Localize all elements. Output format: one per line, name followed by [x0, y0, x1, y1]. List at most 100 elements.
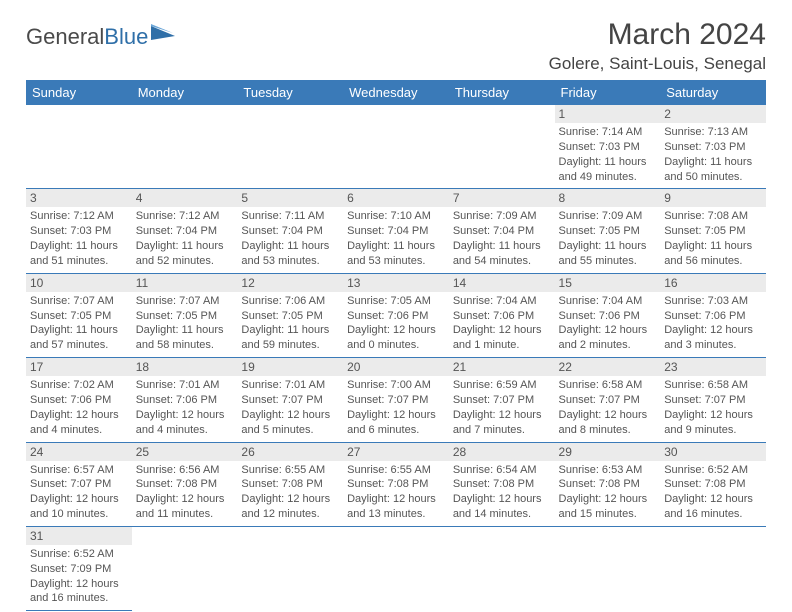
calendar-day-cell: 14 Sunrise: 7:04 AMSunset: 7:06 PMDayligh…: [449, 273, 555, 357]
dayname-row: Sunday Monday Tuesday Wednesday Thursday…: [26, 80, 766, 105]
logo-text-part1: General: [26, 24, 104, 50]
calendar-day-cell: 12 Sunrise: 7:06 AMSunset: 7:05 PMDayligh…: [237, 273, 343, 357]
calendar-day-cell: 2 Sunrise: 7:13 AMSunset: 7:03 PMDaylight…: [660, 105, 766, 189]
title-block: March 2024 Golere, Saint-Louis, Senegal: [549, 18, 766, 74]
day-number: 29: [555, 443, 661, 461]
day-info: Sunrise: 7:01 AMSunset: 7:07 PMDaylight:…: [241, 378, 339, 437]
day-info: Sunrise: 7:06 AMSunset: 7:05 PMDaylight:…: [241, 294, 339, 353]
day-info: Sunrise: 7:11 AMSunset: 7:04 PMDaylight:…: [241, 209, 339, 268]
day-info: Sunrise: 6:56 AMSunset: 7:08 PMDaylight:…: [136, 463, 234, 522]
day-number: 19: [237, 358, 343, 376]
calendar-day-cell: 31Sunrise: 6:52 AMSunset: 7:09 PMDayligh…: [26, 526, 132, 610]
calendar-day-cell: 29 Sunrise: 6:53 AMSunset: 7:08 PMDayligh…: [555, 442, 661, 526]
day-info: Sunrise: 6:52 AMSunset: 7:09 PMDaylight:…: [30, 547, 128, 606]
calendar-day-cell: 16 Sunrise: 7:03 AMSunset: 7:06 PMDayligh…: [660, 273, 766, 357]
calendar-day-cell: [237, 526, 343, 610]
dayname: Wednesday: [343, 80, 449, 105]
dayname: Saturday: [660, 80, 766, 105]
calendar-day-cell: 17 Sunrise: 7:02 AMSunset: 7:06 PMDayligh…: [26, 358, 132, 442]
day-info: Sunrise: 6:54 AMSunset: 7:08 PMDaylight:…: [453, 463, 551, 522]
calendar-day-cell: 18 Sunrise: 7:01 AMSunset: 7:06 PMDayligh…: [132, 358, 238, 442]
day-number: 12: [237, 274, 343, 292]
dayname: Monday: [132, 80, 238, 105]
day-info: Sunrise: 6:57 AMSunset: 7:07 PMDaylight:…: [30, 463, 128, 522]
calendar-day-cell: [343, 526, 449, 610]
dayname: Thursday: [449, 80, 555, 105]
calendar-day-cell: 23Sunrise: 6:58 AMSunset: 7:07 PMDayligh…: [660, 358, 766, 442]
day-number: 5: [237, 189, 343, 207]
calendar-day-cell: 6Sunrise: 7:10 AMSunset: 7:04 PMDaylight…: [343, 189, 449, 273]
calendar-day-cell: [555, 526, 661, 610]
day-number: 2: [660, 105, 766, 123]
day-number: 18: [132, 358, 238, 376]
calendar-day-cell: 26Sunrise: 6:55 AMSunset: 7:08 PMDayligh…: [237, 442, 343, 526]
calendar-day-cell: [660, 526, 766, 610]
day-number: 20: [343, 358, 449, 376]
day-number: 21: [449, 358, 555, 376]
day-number: 8: [555, 189, 661, 207]
day-number: 27: [343, 443, 449, 461]
day-info: Sunrise: 7:03 AMSunset: 7:06 PMDaylight:…: [664, 294, 762, 353]
month-title: March 2024: [549, 18, 766, 52]
day-info: Sunrise: 7:13 AMSunset: 7:03 PMDaylight:…: [664, 125, 762, 184]
day-info: Sunrise: 6:59 AMSunset: 7:07 PMDaylight:…: [453, 378, 551, 437]
flag-icon: [151, 22, 177, 48]
calendar-day-cell: 8 Sunrise: 7:09 AMSunset: 7:05 PMDaylight…: [555, 189, 661, 273]
day-info: Sunrise: 6:55 AMSunset: 7:08 PMDaylight:…: [347, 463, 445, 522]
day-info: Sunrise: 7:01 AMSunset: 7:06 PMDaylight:…: [136, 378, 234, 437]
day-number: 9: [660, 189, 766, 207]
calendar-day-cell: 11 Sunrise: 7:07 AMSunset: 7:05 PMDayligh…: [132, 273, 238, 357]
logo-text-part2: Blue: [104, 24, 148, 50]
calendar-week-row: 10Sunrise: 7:07 AMSunset: 7:05 PMDayligh…: [26, 273, 766, 357]
calendar-day-cell: 4Sunrise: 7:12 AMSunset: 7:04 PMDaylight…: [132, 189, 238, 273]
day-info: Sunrise: 7:08 AMSunset: 7:05 PMDaylight:…: [664, 209, 762, 268]
day-number: 1: [555, 105, 661, 123]
day-number: 14: [449, 274, 555, 292]
calendar-day-cell: 30 Sunrise: 6:52 AMSunset: 7:08 PMDayligh…: [660, 442, 766, 526]
calendar-day-cell: 13Sunrise: 7:05 AMSunset: 7:06 PMDayligh…: [343, 273, 449, 357]
day-info: Sunrise: 6:58 AMSunset: 7:07 PMDaylight:…: [559, 378, 657, 437]
calendar-day-cell: 22 Sunrise: 6:58 AMSunset: 7:07 PMDayligh…: [555, 358, 661, 442]
day-number: 3: [26, 189, 132, 207]
day-number: 17: [26, 358, 132, 376]
day-info: Sunrise: 7:04 AMSunset: 7:06 PMDaylight:…: [453, 294, 551, 353]
calendar-day-cell: 1 Sunrise: 7:14 AMSunset: 7:03 PMDaylight…: [555, 105, 661, 189]
calendar-day-cell: 28Sunrise: 6:54 AMSunset: 7:08 PMDayligh…: [449, 442, 555, 526]
logo: GeneralBlue: [26, 18, 177, 50]
calendar-week-row: 17 Sunrise: 7:02 AMSunset: 7:06 PMDayligh…: [26, 358, 766, 442]
calendar-week-row: 24 Sunrise: 6:57 AMSunset: 7:07 PMDayligh…: [26, 442, 766, 526]
calendar-day-cell: [132, 105, 238, 189]
calendar-day-cell: [132, 526, 238, 610]
day-number: 30: [660, 443, 766, 461]
day-info: Sunrise: 7:07 AMSunset: 7:05 PMDaylight:…: [30, 294, 128, 353]
day-number: 22: [555, 358, 661, 376]
dayname: Tuesday: [237, 80, 343, 105]
dayname: Friday: [555, 80, 661, 105]
calendar-day-cell: [449, 526, 555, 610]
day-info: Sunrise: 7:07 AMSunset: 7:05 PMDaylight:…: [136, 294, 234, 353]
calendar-day-cell: 3Sunrise: 7:12 AMSunset: 7:03 PMDaylight…: [26, 189, 132, 273]
calendar-day-cell: 5 Sunrise: 7:11 AMSunset: 7:04 PMDaylight…: [237, 189, 343, 273]
day-info: Sunrise: 7:09 AMSunset: 7:04 PMDaylight:…: [453, 209, 551, 268]
calendar-day-cell: 15Sunrise: 7:04 AMSunset: 7:06 PMDayligh…: [555, 273, 661, 357]
calendar-day-cell: 20Sunrise: 7:00 AMSunset: 7:07 PMDayligh…: [343, 358, 449, 442]
day-number: 16: [660, 274, 766, 292]
day-info: Sunrise: 6:53 AMSunset: 7:08 PMDaylight:…: [559, 463, 657, 522]
day-number: 7: [449, 189, 555, 207]
calendar-week-row: 31Sunrise: 6:52 AMSunset: 7:09 PMDayligh…: [26, 526, 766, 610]
day-number: 24: [26, 443, 132, 461]
day-info: Sunrise: 7:02 AMSunset: 7:06 PMDaylight:…: [30, 378, 128, 437]
day-info: Sunrise: 7:09 AMSunset: 7:05 PMDaylight:…: [559, 209, 657, 268]
day-info: Sunrise: 7:14 AMSunset: 7:03 PMDaylight:…: [559, 125, 657, 184]
day-info: Sunrise: 6:58 AMSunset: 7:07 PMDaylight:…: [664, 378, 762, 437]
day-number: 13: [343, 274, 449, 292]
calendar-day-cell: 19 Sunrise: 7:01 AMSunset: 7:07 PMDayligh…: [237, 358, 343, 442]
calendar-table: Sunday Monday Tuesday Wednesday Thursday…: [26, 80, 766, 611]
day-info: Sunrise: 6:52 AMSunset: 7:08 PMDaylight:…: [664, 463, 762, 522]
calendar-day-cell: 10Sunrise: 7:07 AMSunset: 7:05 PMDayligh…: [26, 273, 132, 357]
calendar-week-row: 1 Sunrise: 7:14 AMSunset: 7:03 PMDaylight…: [26, 105, 766, 189]
calendar-day-cell: 9 Sunrise: 7:08 AMSunset: 7:05 PMDaylight…: [660, 189, 766, 273]
day-number: 4: [132, 189, 238, 207]
calendar-day-cell: 27 Sunrise: 6:55 AMSunset: 7:08 PMDayligh…: [343, 442, 449, 526]
day-number: 11: [132, 274, 238, 292]
